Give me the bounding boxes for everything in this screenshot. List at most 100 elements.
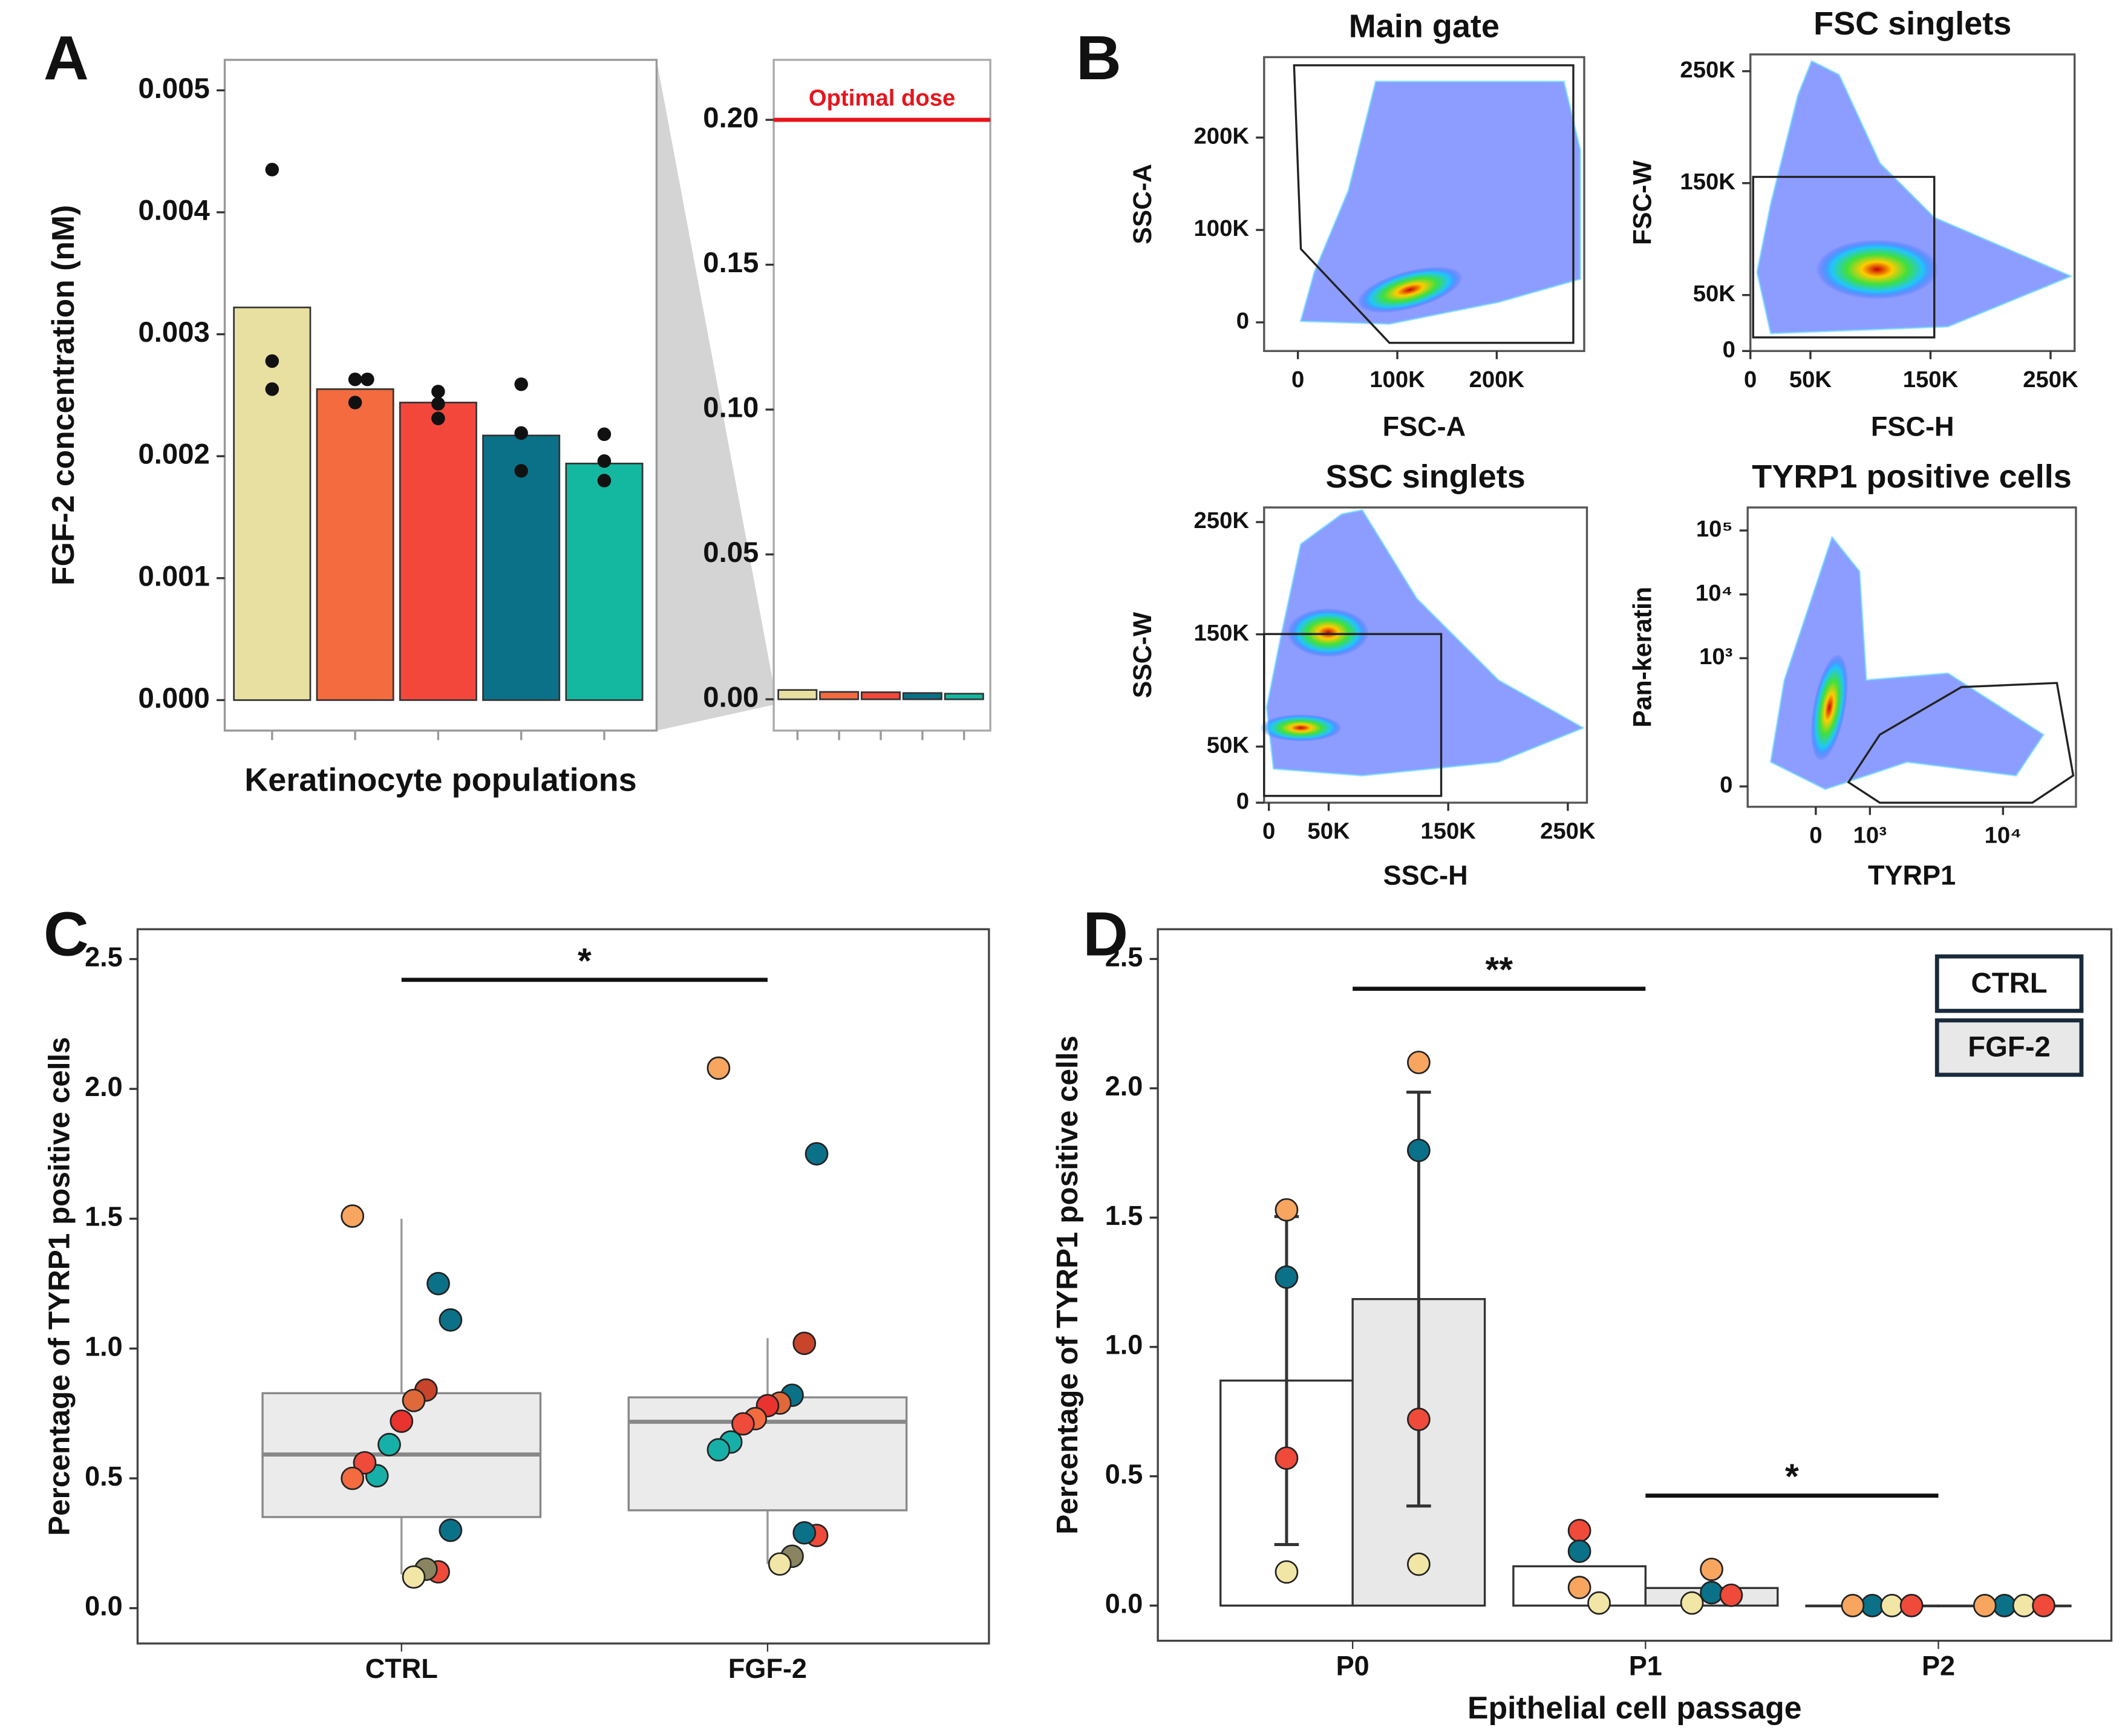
density-core [1815, 239, 1939, 299]
data-point [402, 1565, 426, 1589]
x-tick-label: P2 [1922, 1650, 1955, 1681]
x-tick-label: 250K [2023, 367, 2078, 393]
y-tick-label: 0 [1723, 336, 1735, 362]
y-tick-label: 0.05 [703, 537, 759, 569]
data-point [1407, 1552, 1431, 1576]
density-cloud [1299, 80, 1581, 325]
data-point [1275, 1265, 1299, 1289]
y-tick-label: 150K [1194, 620, 1250, 646]
x-axis-label: Epithelial cell passage [1467, 1690, 1802, 1725]
gate [1293, 64, 1575, 344]
y-tick-label: 250K [1194, 507, 1250, 534]
x-tick-label: P0 [1336, 1650, 1369, 1681]
y-tick-label: 1.5 [85, 1201, 123, 1232]
y-tick-label: 2.0 [1105, 1071, 1143, 1101]
y-tick-label: 0.15 [703, 247, 759, 279]
data-point [1719, 1583, 1743, 1607]
x-tick-label: 200K [1469, 367, 1525, 393]
data-point [1700, 1558, 1723, 1581]
data-point [805, 1142, 829, 1166]
data-point [1275, 1198, 1299, 1222]
y-tick-label: 0.5 [85, 1461, 123, 1492]
data-point [1587, 1591, 1611, 1615]
y-tick-label: 0.20 [703, 102, 759, 134]
bar [861, 691, 901, 700]
y-tick-label: 200K [1194, 123, 1250, 149]
data-point [2012, 1594, 2036, 1617]
bar [399, 402, 477, 701]
x-tick-label: 150K [1420, 818, 1476, 844]
y-tick-label: 10⁵ [1696, 516, 1733, 542]
y-tick-label: 0.0 [1105, 1588, 1143, 1619]
data-point [439, 1308, 463, 1332]
bar [482, 434, 561, 701]
x-axis-label: SSC-H [1383, 860, 1468, 891]
density-core [1287, 608, 1369, 658]
bar [902, 692, 942, 700]
y-tick-label: 150K [1680, 169, 1735, 195]
x-tick-label: 50K [1307, 818, 1350, 844]
y-tick-label: 0.00 [703, 682, 759, 714]
data-point [431, 385, 445, 399]
data-point [2032, 1594, 2055, 1617]
y-tick-label: 10⁴ [1696, 580, 1733, 606]
data-point [1567, 1539, 1591, 1563]
y-tick-label: 0.004 [138, 194, 210, 226]
y-tick-label: 0.000 [138, 682, 209, 714]
data-point [348, 372, 362, 387]
x-tick-label: FGF-2 [728, 1653, 807, 1684]
data-point [1973, 1594, 1997, 1617]
data-point [792, 1521, 817, 1545]
density-core [1810, 653, 1849, 762]
data-point [597, 474, 612, 488]
data-point [768, 1552, 792, 1576]
legend-label: FGF-2 [1968, 1031, 2051, 1063]
data-point [431, 397, 445, 411]
data-point [1860, 1594, 1884, 1617]
data-point [1407, 1408, 1431, 1431]
data-point [265, 354, 279, 368]
data-point [402, 1388, 426, 1412]
significance-label: * [578, 941, 592, 981]
data-point [792, 1331, 817, 1356]
y-tick-label: 1.0 [85, 1331, 123, 1362]
density-cloud [1265, 509, 1585, 777]
y-tick-label: 1.5 [1105, 1200, 1143, 1231]
zoom-wedge [656, 59, 774, 731]
legend-swatch [1934, 954, 2084, 1013]
y-axis-label: FGF-2 concentration (nM) [45, 205, 80, 586]
data-point [1899, 1594, 1924, 1617]
panel-label: A [44, 22, 89, 93]
panel-label: B [1076, 22, 1121, 93]
data-point [1275, 1446, 1299, 1470]
y-tick-label: 0 [1236, 788, 1249, 814]
data-point [1407, 1138, 1431, 1163]
data-point [707, 1438, 731, 1462]
y-tick-label: 0.5 [1105, 1459, 1143, 1490]
data-point [348, 396, 362, 410]
chart-title: TYRP1 positive cells [1752, 458, 2072, 495]
significance-label: ** [1485, 950, 1513, 990]
data-point [731, 1412, 755, 1436]
x-tick-label: P1 [1629, 1650, 1662, 1681]
chart-title: Main gate [1349, 8, 1500, 45]
density-core [1260, 714, 1342, 742]
panel-label: C [44, 898, 89, 968]
x-tick-label: 100K [1369, 367, 1425, 393]
y-tick-label: 0 [1236, 308, 1249, 334]
x-tick-label: 0 [1291, 367, 1304, 393]
y-tick-label: 0.10 [703, 392, 759, 424]
y-tick-label: 100K [1194, 215, 1250, 241]
y-axis-label: SSC-A [1128, 164, 1157, 244]
bar [233, 306, 312, 701]
y-axis-label: Pan-keratin [1628, 587, 1657, 728]
data-point [514, 464, 528, 478]
data-point [439, 1518, 463, 1542]
x-tick-label: 10⁴ [1985, 822, 2022, 848]
x-tick-label: 0 [1809, 822, 1822, 848]
x-tick-label: 150K [1903, 367, 1959, 393]
data-point [361, 372, 374, 387]
bar [777, 689, 818, 700]
data-point [1567, 1576, 1591, 1599]
